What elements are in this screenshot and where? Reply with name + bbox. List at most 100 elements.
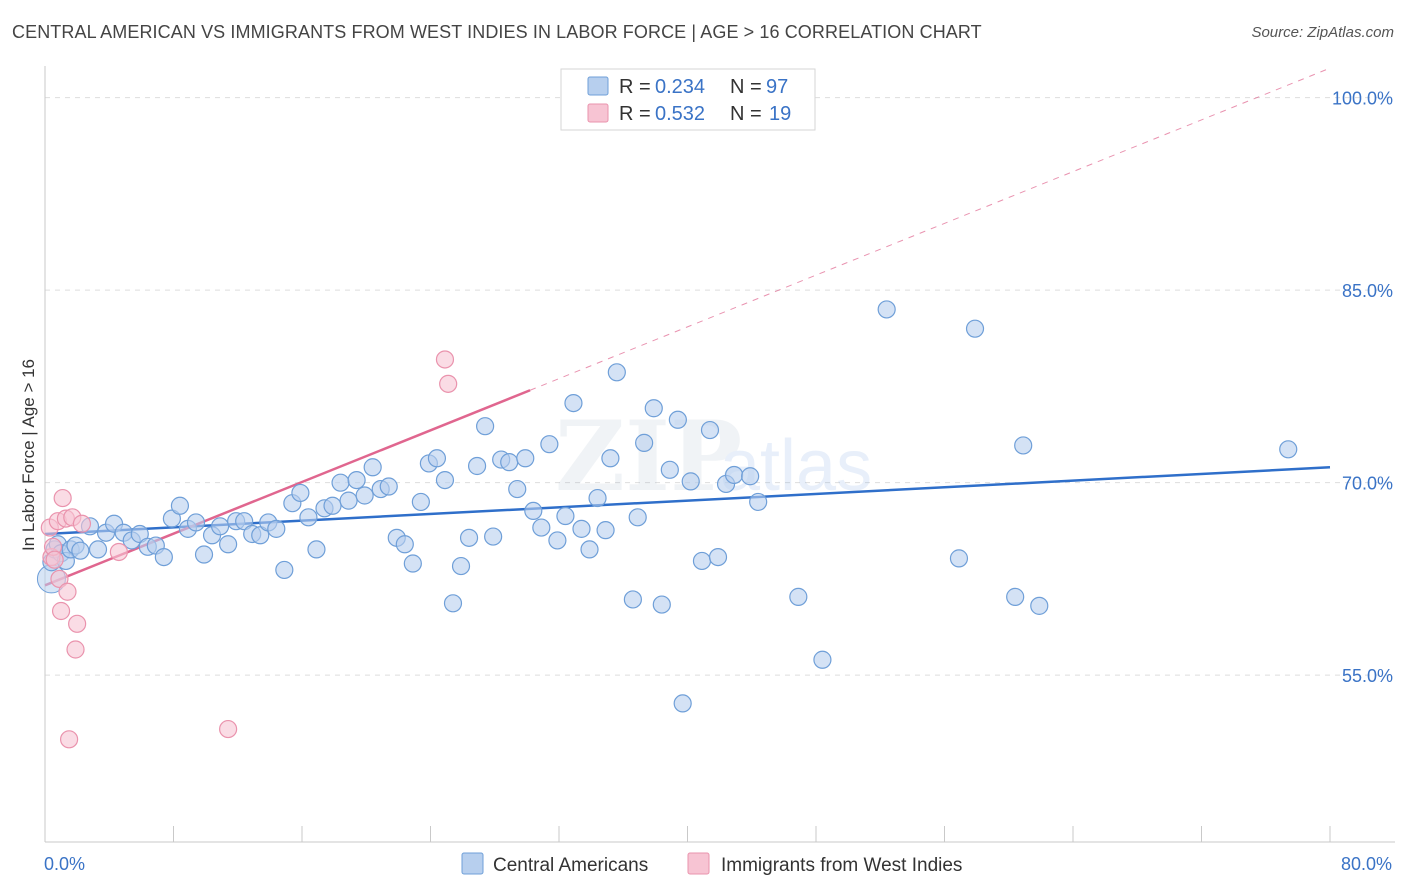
legend-r-label-2: R =: [619, 103, 651, 125]
y-tick-label-100: 100.0%: [1332, 89, 1393, 109]
data-point-west-indies-16: [219, 719, 238, 739]
correlation-legend: R = 0.234 N = 97 R = 0.532 N = 19: [560, 68, 816, 131]
bottom-legend-swatch-pink: [687, 852, 710, 875]
data-point-west-indies-3: [45, 550, 64, 569]
data-point-central-americans-78: [644, 399, 663, 418]
data-point-central-americans-98: [1030, 596, 1049, 615]
data-point-central-americans-85: [700, 420, 720, 440]
data-points: [36, 300, 1298, 749]
data-point-central-americans-14: [130, 524, 149, 544]
data-point-central-americans-75: [623, 590, 642, 609]
data-point-central-americans-80: [660, 460, 679, 479]
data-point-central-americans-76: [628, 508, 647, 527]
data-point-central-americans-57: [476, 417, 495, 436]
data-point-west-indies-13: [68, 614, 87, 633]
series-legend: Central Americans Immigrants from West I…: [461, 852, 962, 876]
data-point-central-americans-64: [532, 518, 551, 537]
data-point-west-indies-10: [59, 730, 79, 749]
data-point-central-americans-79: [652, 595, 671, 614]
data-point-central-americans-38: [323, 496, 342, 515]
data-point-central-americans-21: [186, 513, 206, 532]
legend-r-label-1: R =: [619, 76, 651, 98]
data-point-central-americans-65: [540, 435, 559, 454]
data-point-west-indies-15: [109, 542, 128, 562]
data-point-central-americans-9: [88, 540, 108, 559]
data-point-central-americans-69: [572, 519, 591, 538]
data-point-central-americans-90: [749, 492, 768, 512]
bottom-legend-swatch-blue: [461, 852, 484, 875]
data-point-central-americans-70: [580, 540, 599, 559]
data-point-central-americans-52: [435, 471, 455, 490]
data-point-central-americans-29: [251, 526, 270, 545]
data-point-central-americans-42: [355, 486, 374, 505]
data-point-central-americans-54: [451, 556, 471, 576]
x-tick-labels: 0.0% 80.0%: [44, 854, 1392, 874]
data-point-central-americans-95: [965, 319, 985, 338]
svg-text:ZIP: ZIP: [555, 400, 742, 513]
data-point-central-americans-31: [267, 519, 286, 538]
data-point-central-americans-58: [484, 527, 503, 546]
data-point-central-americans-51: [427, 449, 447, 468]
data-point-west-indies-12: [66, 640, 85, 659]
data-point-west-indies-6: [51, 601, 71, 621]
data-point-central-americans-93: [877, 300, 896, 319]
data-point-central-americans-18: [162, 509, 181, 528]
x-tick-label-max: 80.0%: [1341, 854, 1392, 874]
data-point-central-americans-84: [692, 551, 712, 571]
data-point-central-americans-77: [635, 433, 654, 452]
data-point-central-americans-47: [395, 535, 414, 554]
data-point-central-americans-34: [291, 483, 310, 503]
data-point-central-americans-73: [601, 449, 620, 468]
x-tick-label-min: 0.0%: [44, 854, 85, 874]
data-point-central-americans-55: [459, 528, 479, 547]
legend-n-label-2: N =: [730, 103, 762, 125]
data-point-west-indies-7: [53, 488, 72, 508]
legend-n-value-2: 19: [769, 103, 791, 125]
data-point-central-americans-89: [741, 467, 760, 486]
data-point-central-americans-24: [210, 517, 230, 536]
data-point-central-americans-88: [724, 465, 744, 485]
data-point-central-americans-68: [564, 394, 583, 413]
data-point-central-americans-35: [299, 508, 318, 527]
legend-r-value-2: 0.532: [655, 103, 705, 125]
data-point-central-americans-92: [813, 650, 832, 669]
data-point-central-americans-49: [411, 492, 430, 512]
data-point-central-americans-82: [673, 694, 692, 713]
bottom-legend-label-1: Central Americans: [493, 855, 648, 876]
data-point-central-americans-36: [307, 540, 326, 559]
data-point-central-americans-45: [379, 477, 398, 496]
y-tick-label-85: 85.0%: [1342, 281, 1393, 301]
y-axis-label: In Labor Force | Age > 16: [19, 359, 38, 551]
data-point-west-indies-18: [439, 374, 458, 393]
legend-swatch-pink: [587, 103, 609, 123]
data-point-central-americans-81: [668, 410, 687, 429]
data-point-central-americans-39: [331, 473, 350, 492]
axes: [44, 66, 1395, 843]
gridlines: [45, 97, 1395, 676]
trend-line-central-americans: [44, 466, 1331, 536]
data-point-central-americans-67: [556, 506, 575, 526]
data-point-central-americans-72: [596, 521, 615, 540]
data-point-central-americans-96: [1006, 587, 1025, 606]
bottom-legend-label-2: Immigrants from West Indies: [721, 855, 962, 876]
data-point-central-americans-48: [403, 554, 422, 573]
data-point-central-americans-41: [347, 471, 366, 490]
data-point-west-indies-17: [435, 350, 455, 369]
data-point-central-americans-60: [500, 453, 519, 472]
data-point-central-americans-27: [235, 512, 254, 531]
data-point-central-americans-7: [71, 541, 90, 560]
data-point-central-americans-25: [219, 535, 238, 554]
data-point-central-americans-99: [1279, 440, 1298, 459]
y-tick-label-70: 70.0%: [1342, 474, 1393, 494]
legend-n-label-1: N =: [730, 76, 762, 98]
data-point-west-indies-5: [50, 569, 69, 589]
data-point-central-americans-63: [524, 501, 543, 520]
data-point-central-americans-94: [949, 549, 969, 568]
data-point-west-indies-14: [72, 514, 92, 533]
data-point-central-americans-61: [508, 479, 527, 499]
data-point-west-indies-9: [58, 582, 77, 601]
data-point-central-americans-97: [1014, 436, 1033, 455]
data-point-central-americans-56: [467, 456, 487, 476]
y-tick-labels: 55.0% 70.0% 85.0% 100.0%: [1332, 89, 1393, 687]
